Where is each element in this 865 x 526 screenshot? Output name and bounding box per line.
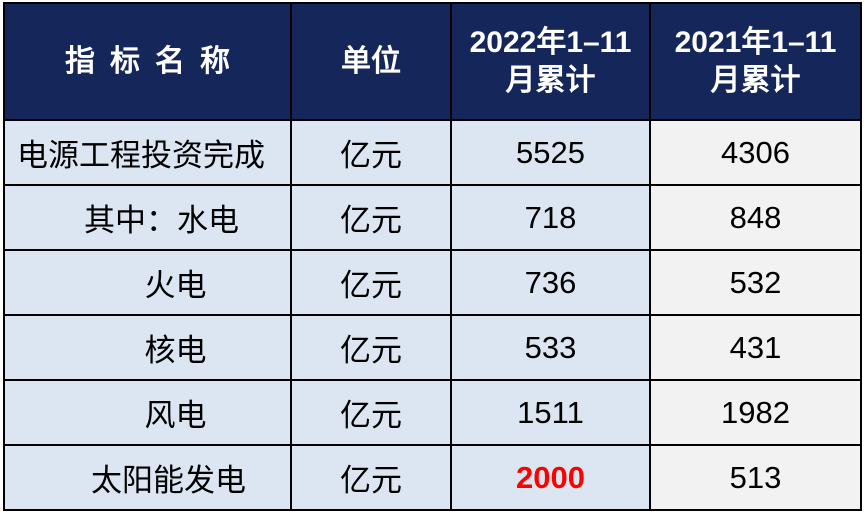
table-row: 电源工程投资完成 亿元 5525 4306 — [3, 119, 862, 186]
header-indicator-name: 指标名称 — [3, 2, 292, 121]
value-2022-cell: 1511 — [450, 379, 651, 446]
value-2022-cell: 718 — [450, 184, 651, 251]
value-2022-cell: 736 — [450, 249, 651, 316]
table-row: 火电 亿元 736 532 — [3, 249, 862, 316]
unit-cell: 亿元 — [290, 184, 452, 251]
indicator-cell: 火电 — [3, 249, 292, 316]
value-2021-cell: 4306 — [649, 119, 862, 186]
header-2022-line2: 月累计 — [505, 63, 596, 97]
table-row: 核电 亿元 533 431 — [3, 314, 862, 381]
indicator-cell: 其中：水电 — [3, 184, 292, 251]
indicator-cell: 核电 — [3, 314, 292, 381]
value-2021-cell: 513 — [649, 444, 862, 511]
header-row: 指标名称 单位 2022年1–11 月累计 2021年1–11 月累计 — [3, 2, 862, 121]
value-2021-cell: 848 — [649, 184, 862, 251]
unit-cell: 亿元 — [290, 444, 452, 511]
header-2021-line1: 2021年1–11 — [674, 26, 837, 59]
unit-cell: 亿元 — [290, 314, 452, 381]
unit-cell: 亿元 — [290, 249, 452, 316]
value-2021-cell: 1982 — [649, 379, 862, 446]
power-investment-table: 指标名称 单位 2022年1–11 月累计 2021年1–11 月累计 电源工程… — [3, 2, 862, 511]
value-2021-cell: 532 — [649, 249, 862, 316]
value-2022-cell-highlighted: 2000 — [450, 444, 651, 511]
header-indicator-label: 指标名称 — [65, 44, 245, 78]
indicator-cell: 电源工程投资完成 — [3, 119, 292, 186]
value-2021-cell: 431 — [649, 314, 862, 381]
table-row: 太阳能发电 亿元 2000 513 — [3, 444, 862, 511]
value-2022-cell: 5525 — [450, 119, 651, 186]
table-row: 风电 亿元 1511 1982 — [3, 379, 862, 446]
header-2022-cumulative: 2022年1–11 月累计 — [450, 2, 651, 121]
header-unit: 单位 — [290, 2, 452, 121]
table-row: 其中：水电 亿元 718 848 — [3, 184, 862, 251]
header-2021-cumulative: 2021年1–11 月累计 — [649, 2, 862, 121]
header-2021-line2: 月累计 — [710, 63, 801, 97]
indicator-cell: 太阳能发电 — [3, 444, 292, 511]
header-2022-line1: 2022年1–11 — [469, 26, 632, 59]
value-2022-cell: 533 — [450, 314, 651, 381]
unit-cell: 亿元 — [290, 119, 452, 186]
unit-cell: 亿元 — [290, 379, 452, 446]
indicator-cell: 风电 — [3, 379, 292, 446]
